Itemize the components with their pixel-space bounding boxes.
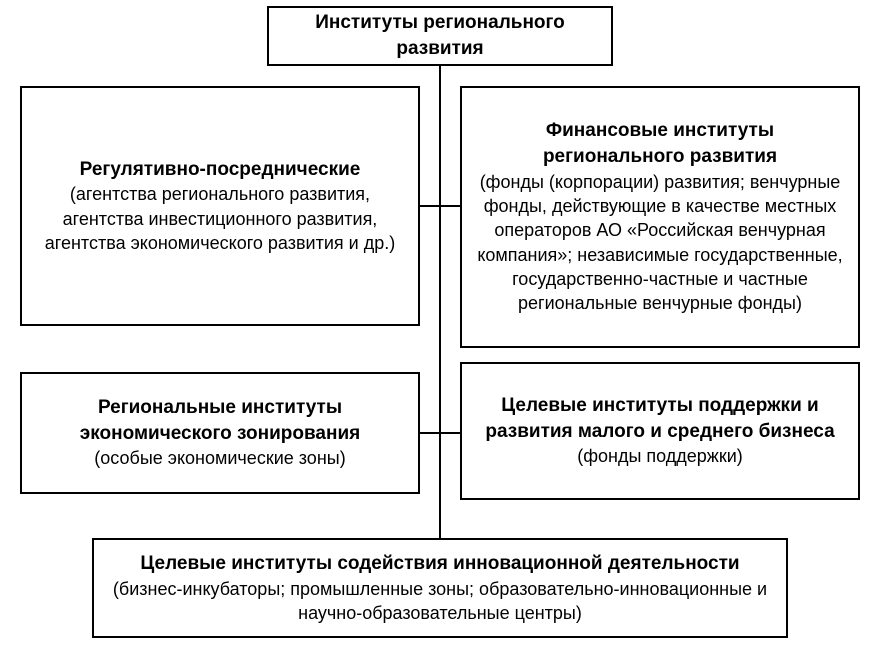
node-right1: Финансовые институты регионального разви…: [460, 86, 860, 348]
node-root-title: Институты регионального развития: [281, 10, 599, 61]
node-right2: Целевые институты поддержки и развития м…: [460, 362, 860, 500]
node-right1-title: Финансовые институты регионального разви…: [474, 118, 846, 169]
node-bottom: Целевые институты содействия инновационн…: [92, 538, 788, 638]
node-left1-title: Регулятивно-посреднические: [34, 157, 406, 183]
node-left2-body: (особые экономические зоны): [34, 446, 406, 470]
node-bottom-title: Целевые институты содействия инновационн…: [106, 551, 774, 577]
diagram-canvas: { "diagram": { "type": "tree", "backgrou…: [0, 0, 880, 652]
node-right1-body: (фонды (корпорации) развития; венчурные …: [474, 170, 846, 316]
node-left1: Регулятивно-посреднические (агентства ре…: [20, 86, 420, 326]
node-root: Институты регионального развития: [267, 6, 613, 66]
node-right2-title: Целевые институты поддержки и развития м…: [474, 393, 846, 444]
node-bottom-body: (бизнес-инкубаторы; промышленные зоны; о…: [106, 577, 774, 626]
node-left1-body: (агентства регионального развития, агент…: [34, 182, 406, 255]
node-left2-title: Региональные институты экономического зо…: [34, 395, 406, 446]
node-right2-body: (фонды поддержки): [474, 444, 846, 468]
node-left2: Региональные институты экономического зо…: [20, 372, 420, 494]
